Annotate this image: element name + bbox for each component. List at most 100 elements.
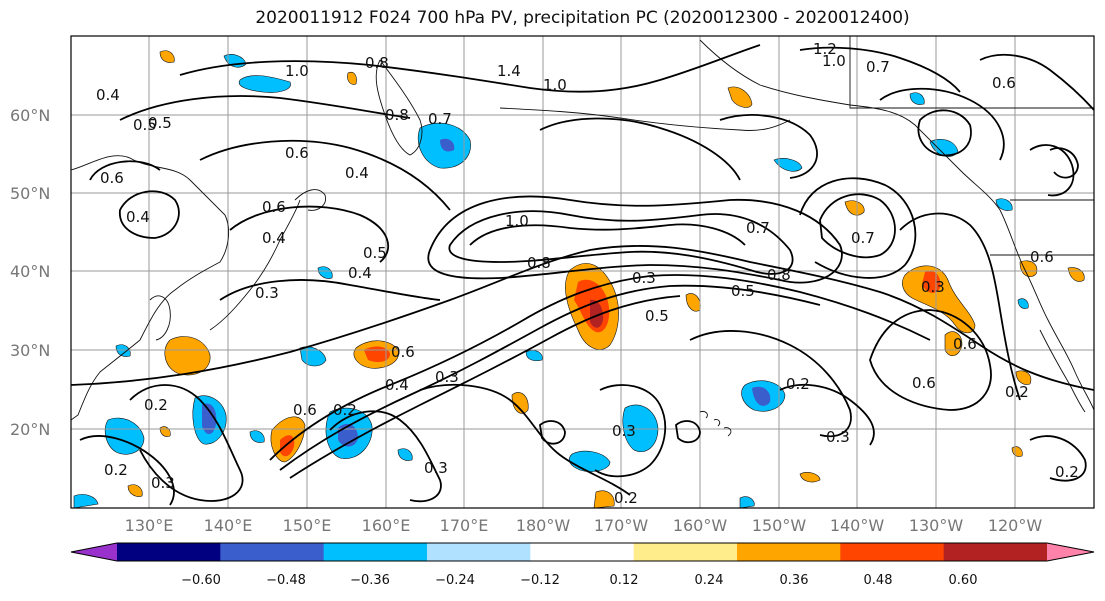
coastline-hawaii (699, 411, 732, 437)
contour-label: 0.2 (104, 461, 128, 479)
lon-label-150w: 150°W (752, 516, 807, 535)
contour-label: 0.5 (133, 116, 157, 134)
pv-contour-line (869, 309, 992, 411)
coastlines (71, 36, 1094, 437)
precip-positive-patch (593, 490, 615, 508)
colorbar-segment (117, 543, 221, 561)
contour-label: 0.5 (363, 244, 387, 262)
contour-label: 1.0 (822, 52, 846, 70)
precip-positive-patch (799, 472, 821, 483)
lat-label-50n: 50°N (10, 184, 50, 203)
contour-label: 0.6 (992, 74, 1016, 92)
pv-contour-line (1049, 147, 1079, 179)
contour-label: 0.6 (1030, 248, 1054, 266)
latitude-labels: 60°N 50°N 40°N 30°N 20°N (10, 106, 50, 439)
figure-title: 2020011912 F024 700 hPa PV, precipitatio… (255, 8, 910, 28)
pv-contour-line (79, 435, 175, 506)
precip-negative-patch (249, 430, 265, 443)
pv-contour-line (594, 384, 667, 478)
contour-label: 0.8 (365, 54, 389, 72)
precip-negative-patch (238, 75, 291, 93)
contour-label: 0.6 (285, 144, 309, 162)
pv-contour-line (119, 95, 411, 121)
contour-label: 0.3 (151, 474, 175, 492)
contour-label: 0.6 (100, 169, 124, 187)
pv-contour-line (419, 383, 631, 496)
lon-label-170e: 170°E (440, 516, 489, 535)
contour-label: 1.0 (543, 76, 567, 94)
precip-negative-patch (73, 494, 99, 508)
contour-label: 0.5 (645, 307, 669, 325)
contour-label: 0.3 (921, 278, 945, 296)
pv-contour-line (799, 46, 961, 93)
colorbar-segment (633, 543, 738, 561)
pv-contour-line (779, 383, 875, 446)
pv-contour-line (179, 44, 761, 93)
colorbar: −0.60 −0.48 −0.36 −0.24 −0.12 0.12 0.24 … (70, 542, 1095, 588)
precip-positive-patch (1019, 260, 1038, 277)
pv-contour-line (219, 279, 441, 301)
contour-label: 0.6 (293, 401, 317, 419)
lon-label-130e: 130°E (125, 516, 174, 535)
contour-label: 0.7 (746, 219, 770, 237)
border-us-west (990, 199, 1094, 256)
pv-contour-line (269, 274, 931, 461)
contour-label: 0.2 (1055, 463, 1079, 481)
lon-label-140e: 140°E (204, 516, 253, 535)
precip-negative-patch (202, 403, 217, 435)
colorbar-segment (427, 543, 531, 561)
colorbar-segment (71, 543, 117, 561)
contour-label: 1.4 (497, 62, 521, 80)
precip-negative-patch (739, 496, 755, 508)
contour-label: 0.2 (144, 396, 168, 414)
contour-label: 0.3 (255, 284, 279, 302)
colorbar-segment (220, 543, 325, 561)
precip-positive-patch (590, 299, 604, 328)
contour-label: 0.3 (424, 459, 448, 477)
contour-label: 0.5 (148, 114, 172, 132)
precip-negative-patch (525, 350, 543, 362)
lon-label-120w: 120°W (988, 516, 1043, 535)
precip-positive-patch (1015, 370, 1032, 385)
colorbar-segment (323, 543, 428, 561)
pv-contour-line (979, 53, 1094, 111)
contour-label: 0.2 (786, 375, 810, 393)
contour-label: 0.8 (385, 106, 409, 124)
colorbar-tick-label: 0.36 (780, 573, 809, 588)
pv-contour-line (899, 212, 1021, 401)
precip-positive-patch (902, 265, 976, 334)
contour-label: 0.7 (866, 58, 890, 76)
colorbar-tick-label: 0.48 (864, 573, 893, 588)
precip-negative-patch (1017, 298, 1029, 309)
contour-label: 0.3 (632, 269, 656, 287)
coastline-kamchatka (375, 59, 423, 156)
precip-positive-patch (844, 200, 865, 216)
contour-label: 0.4 (385, 376, 409, 394)
precip-negative-patch (115, 344, 131, 357)
lat-label-30n: 30°N (10, 341, 50, 360)
lon-label-140w: 140°W (830, 516, 885, 535)
contour-label: 0.4 (126, 208, 150, 226)
contour-label: 0.4 (262, 229, 286, 247)
pv-contour-line (329, 410, 442, 503)
colorbar-tick-label: −0.60 (181, 573, 221, 588)
precip-negative-patch (909, 92, 925, 105)
precip-negative-patch (397, 448, 413, 461)
precip-negative-patch (622, 404, 659, 452)
pv-contour-line (229, 205, 390, 263)
colorbar-outline (70, 542, 1095, 562)
pv-contour-line (917, 109, 972, 157)
pv-contour-line (1029, 435, 1087, 482)
pv-contour-line (689, 330, 852, 438)
longitude-labels: 130°E 140°E 150°E 160°E 170°E 180°W 170°… (125, 516, 1043, 535)
precip-negative-patch (440, 138, 455, 152)
contour-label: 1.2 (813, 40, 837, 58)
lon-label-150e: 150°E (283, 516, 332, 535)
contour-label: 0.6 (391, 343, 415, 361)
contour-label: 0.6 (262, 198, 286, 216)
contour-label: 0.4 (96, 86, 120, 104)
pv-contour-line (719, 114, 818, 179)
pv-contour-line (289, 295, 681, 479)
lon-label-160w: 160°W (673, 516, 728, 535)
